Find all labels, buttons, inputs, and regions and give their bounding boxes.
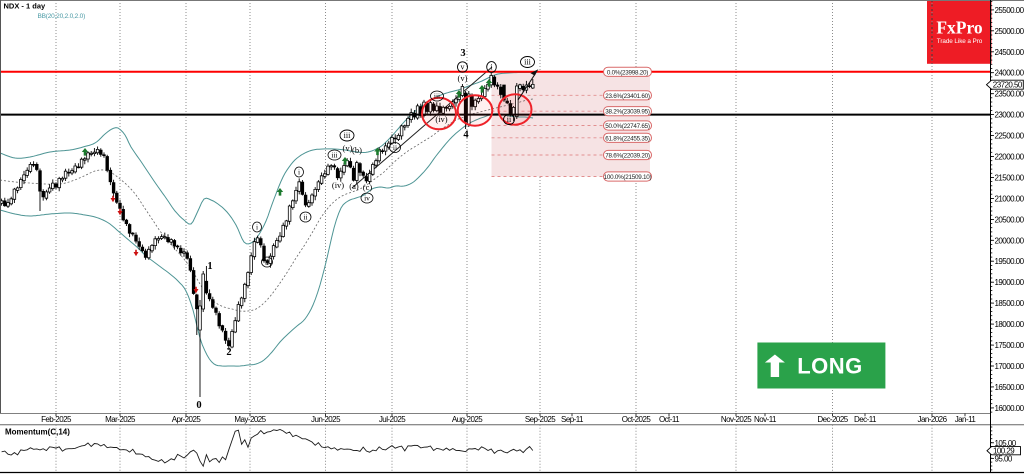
svg-text:Sep-2025: Sep-2025 [525,415,556,424]
svg-text:Oct-11: Oct-11 [659,415,680,424]
svg-text:4: 4 [463,130,469,141]
svg-text:Dec-11: Dec-11 [854,415,877,424]
svg-text:0.0%(23998.20): 0.0%(23998.20) [607,69,648,76]
svg-text:Jan-11: Jan-11 [955,415,977,424]
svg-text:Jun-2025: Jun-2025 [311,415,341,424]
svg-text:25500.00: 25500.00 [995,6,1024,15]
svg-text:Jan-2026: Jan-2026 [918,415,948,424]
svg-text:ii: ii [393,143,397,152]
svg-text:22000.00: 22000.00 [995,153,1024,162]
svg-text:(iv): (iv) [435,114,447,124]
svg-text:i: i [298,168,300,177]
svg-text:LONG: LONG [797,354,863,379]
svg-text:23500.00: 23500.00 [995,90,1024,99]
svg-text:19000.00: 19000.00 [995,278,1024,287]
svg-text:(b): (b) [352,145,362,155]
svg-text:iv: iv [364,194,370,203]
svg-text:i: i [256,223,258,232]
svg-text:(a): (a) [349,181,359,191]
svg-text:Aug-2025: Aug-2025 [452,415,483,424]
svg-text:18000.00: 18000.00 [995,320,1024,329]
svg-text:Apr-2025: Apr-2025 [172,415,202,424]
svg-text:38.2%(23039.95): 38.2%(23039.95) [605,109,650,116]
svg-text:ii: ii [265,258,269,267]
svg-text:20500.00: 20500.00 [995,215,1024,224]
svg-text:BB(20,20,2.0,2.0): BB(20,20,2.0,2.0) [38,13,86,20]
svg-text:100.29: 100.29 [993,447,1015,456]
svg-text:50.0%(22747.65): 50.0%(22747.65) [605,123,650,130]
svg-text:Dec-2025: Dec-2025 [817,415,848,424]
svg-text:(c): (c) [363,182,373,192]
svg-text:Sep-11: Sep-11 [561,415,584,424]
svg-text:i: i [490,63,493,72]
svg-text:16500.00: 16500.00 [995,383,1024,392]
svg-text:iii: iii [344,131,351,140]
svg-text:ii: ii [303,213,307,222]
svg-text:iii: iii [331,151,337,160]
svg-text:105.00: 105.00 [995,439,1017,448]
svg-text:(v): (v) [458,73,468,83]
svg-text:ii: ii [507,115,512,124]
svg-text:18500.00: 18500.00 [995,299,1024,308]
svg-text:0: 0 [196,400,201,411]
svg-text:(iv): (iv) [332,180,344,190]
svg-text:23.6%(23401.60): 23.6%(23401.60) [605,93,650,100]
svg-text:24000.00: 24000.00 [995,69,1024,78]
svg-text:21500.00: 21500.00 [995,173,1024,182]
svg-text:1: 1 [207,261,212,272]
svg-text:Nov-2025: Nov-2025 [721,415,752,424]
svg-text:Mar-2025: Mar-2025 [105,415,136,424]
svg-text:17000.00: 17000.00 [995,362,1024,371]
svg-text:23000.00: 23000.00 [995,111,1024,120]
svg-text:17500.00: 17500.00 [995,341,1024,350]
svg-text:100.0%(21509.10): 100.0%(21509.10) [604,174,652,181]
svg-text:FxPro: FxPro [936,18,983,38]
svg-text:NDX - 1 day: NDX - 1 day [4,2,47,11]
svg-text:Oct-2025: Oct-2025 [622,415,652,424]
svg-text:Trade Like a Pro: Trade Like a Pro [937,38,983,45]
svg-text:v: v [461,63,465,72]
svg-text:23720.50: 23720.50 [993,81,1023,90]
svg-text:iii: iii [524,58,531,67]
svg-text:iii: iii [434,92,440,101]
svg-text:78.6%(22039.20): 78.6%(22039.20) [605,153,650,160]
svg-text:(v): (v) [343,143,353,153]
svg-text:Nov-11: Nov-11 [754,415,777,424]
svg-text:May-2025: May-2025 [234,415,266,424]
svg-text:20000.00: 20000.00 [995,236,1024,245]
svg-text:16000.00: 16000.00 [995,404,1024,413]
svg-text:Jul-2025: Jul-2025 [379,415,406,424]
svg-text:Feb-2025: Feb-2025 [41,415,72,424]
svg-text:61.8%(22455.35): 61.8%(22455.35) [605,135,650,142]
svg-text:19500.00: 19500.00 [995,257,1024,266]
svg-text:25000.00: 25000.00 [995,27,1024,36]
svg-text:95.00: 95.00 [995,454,1013,463]
svg-text:21000.00: 21000.00 [995,194,1024,203]
svg-text:2: 2 [226,347,231,358]
svg-text:3: 3 [460,48,465,59]
svg-text:24500.00: 24500.00 [995,48,1024,57]
svg-text:Momentum(C,14): Momentum(C,14) [5,428,70,437]
svg-text:22500.00: 22500.00 [995,132,1024,141]
